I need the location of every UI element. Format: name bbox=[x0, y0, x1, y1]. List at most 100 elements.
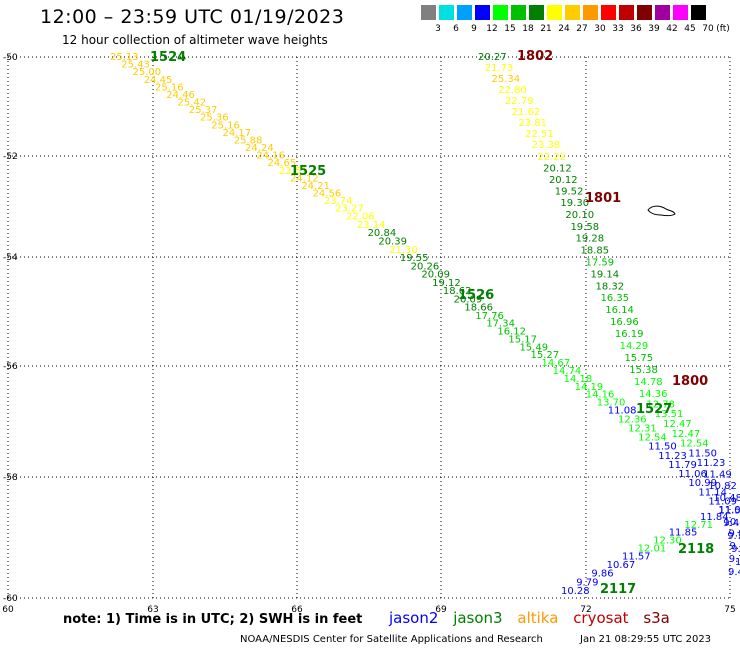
lon-label: 66 bbox=[291, 605, 303, 615]
sat-jason3: jason3 bbox=[453, 609, 503, 627]
wave-height-label: 20.12 bbox=[543, 163, 572, 174]
legend-swatch bbox=[421, 5, 436, 20]
legend-swatch bbox=[511, 5, 526, 20]
wave-height-label: 11.49 bbox=[703, 469, 732, 480]
pass-id-label: 1525 bbox=[290, 164, 326, 179]
wave-height-label: 15.49 bbox=[519, 342, 548, 353]
wave-height-label: 23.51 bbox=[279, 166, 308, 177]
wave-height-label: 20.39 bbox=[378, 236, 407, 247]
sat-s3a: s3a bbox=[643, 609, 670, 627]
wave-height-label: 20.09 bbox=[454, 294, 483, 305]
wave-height-label: 22.06 bbox=[346, 212, 375, 223]
wave-height-label: 23.27 bbox=[335, 204, 364, 215]
wave-height-label: 21.30 bbox=[389, 245, 418, 256]
wave-height-label: 14.16 bbox=[586, 390, 615, 401]
wave-height-label: 22.79 bbox=[505, 96, 534, 107]
wave-height-label: 12.71 bbox=[684, 520, 713, 531]
map-title: 12:00 – 23:59 UTC 01/19/2023 bbox=[40, 6, 345, 28]
wave-height-label: 19.28 bbox=[575, 234, 604, 245]
lon-label: 60 bbox=[2, 605, 14, 615]
wave-height-label: 22.80 bbox=[498, 85, 527, 96]
timestamp-text: Jan 21 08:29:55 UTC 2023 bbox=[580, 634, 712, 645]
wave-height-label: 18.62 bbox=[443, 286, 472, 297]
pass-id-label: 1802 bbox=[517, 49, 553, 64]
lon-label: 72 bbox=[580, 605, 591, 615]
wave-height-label: 23.74 bbox=[324, 196, 353, 207]
wave-height-label: 25.16 bbox=[155, 82, 184, 93]
wave-height-label: 14.74 bbox=[553, 366, 582, 377]
lat-label: -60 bbox=[3, 594, 18, 604]
wave-height-label: 13.51 bbox=[655, 409, 684, 420]
pass-id-label: 1526 bbox=[458, 288, 494, 303]
wave-height-label: 25.37 bbox=[189, 105, 218, 116]
wave-height-label: 16.12 bbox=[497, 327, 526, 338]
wave-height-label: 25.88 bbox=[234, 135, 263, 146]
wave-height-label: 12.36 bbox=[618, 414, 647, 425]
legend-swatch bbox=[565, 5, 580, 20]
legend-label: 42 bbox=[666, 24, 678, 34]
wave-height-label: 11.23 bbox=[658, 451, 687, 462]
satellite-legend: jason2 jason3 altika cryosat s3a bbox=[389, 609, 680, 627]
lon-label: 63 bbox=[147, 605, 158, 615]
wave-height-label: 18.32 bbox=[595, 281, 624, 292]
wave-height-label: 11.14 bbox=[698, 487, 727, 498]
wave-height-label: 15.38 bbox=[629, 365, 658, 376]
wave-height-label: 14.67 bbox=[542, 358, 571, 369]
pass-id-label: 2117 bbox=[600, 582, 636, 597]
wave-height-label: 10.82 bbox=[708, 481, 737, 492]
wave-height-label: 11.50 bbox=[688, 448, 717, 459]
legend-label: 27 bbox=[576, 24, 588, 34]
wave-height-label: 24.17 bbox=[223, 128, 252, 139]
legend-swatch bbox=[439, 5, 454, 20]
wave-height-label: 12.47 bbox=[663, 419, 692, 430]
wave-height-label: 14.29 bbox=[620, 341, 649, 352]
legend-swatch bbox=[475, 5, 490, 20]
wave-height-label: 14.19 bbox=[575, 382, 604, 393]
wave-height-label: 9.83 bbox=[729, 529, 740, 540]
wave-height-label: 10.99 bbox=[688, 478, 717, 489]
wave-height-label: 25.42 bbox=[178, 98, 207, 109]
wave-height-label: 19.14 bbox=[590, 269, 619, 280]
wave-height-label: 11.55 bbox=[718, 506, 740, 517]
wave-height-label: 25.43 bbox=[121, 60, 150, 71]
legend-label: 24 bbox=[558, 24, 570, 34]
wave-height-label: 24.45 bbox=[144, 75, 173, 86]
wave-height-label: 10.48 bbox=[713, 493, 740, 504]
wave-height-label: 23.14 bbox=[357, 220, 386, 231]
wave-height-label: 13.70 bbox=[597, 398, 626, 409]
legend-swatch bbox=[673, 5, 688, 20]
credit-text: NOAA/NESDIS Center for Satellite Applica… bbox=[240, 634, 543, 645]
map-subtitle: 12 hour collection of altimeter wave hei… bbox=[62, 33, 328, 47]
wave-height-label: 23.81 bbox=[518, 118, 547, 129]
lat-label: -52 bbox=[3, 152, 18, 162]
wave-height-label: 9.40 bbox=[728, 567, 740, 578]
wave-height-label: 19.12 bbox=[432, 278, 461, 289]
legend-label: 30 bbox=[594, 24, 606, 34]
wave-height-label: 11.50 bbox=[648, 442, 677, 453]
wave-height-label: 10.46 bbox=[723, 517, 740, 528]
wave-height-label: 9.79 bbox=[576, 577, 598, 588]
legend-swatch bbox=[691, 5, 706, 20]
wave-height-label: 18.85 bbox=[580, 246, 609, 257]
island-outline bbox=[647, 205, 676, 217]
sat-cryosat: cryosat bbox=[573, 609, 629, 627]
lat-label: -56 bbox=[3, 362, 18, 372]
wave-height-label: 20.10 bbox=[565, 210, 594, 221]
wave-height-label: 15.17 bbox=[508, 334, 537, 345]
wave-height-label: 11.57 bbox=[622, 552, 651, 563]
legend-label: 9 bbox=[471, 24, 477, 34]
wave-height-label: 18.66 bbox=[464, 303, 493, 314]
wave-height-label: 20.12 bbox=[549, 175, 578, 186]
wave-height-label: 16.19 bbox=[615, 329, 644, 340]
wave-height-label: 24.16 bbox=[256, 151, 285, 162]
wave-height-label: 20.26 bbox=[411, 261, 440, 272]
wave-height-label: 11.06 bbox=[678, 469, 707, 480]
wave-height-label: 9.42 bbox=[729, 541, 740, 552]
wave-height-label: 9.76 bbox=[729, 554, 740, 565]
wave-height-label: 11.08 bbox=[608, 405, 637, 416]
wave-height-label: 15.27 bbox=[530, 350, 559, 361]
wave-height-label: 19.58 bbox=[570, 222, 599, 233]
legend-label: 36 bbox=[630, 24, 642, 34]
wave-height-label: 10.67 bbox=[607, 560, 636, 571]
